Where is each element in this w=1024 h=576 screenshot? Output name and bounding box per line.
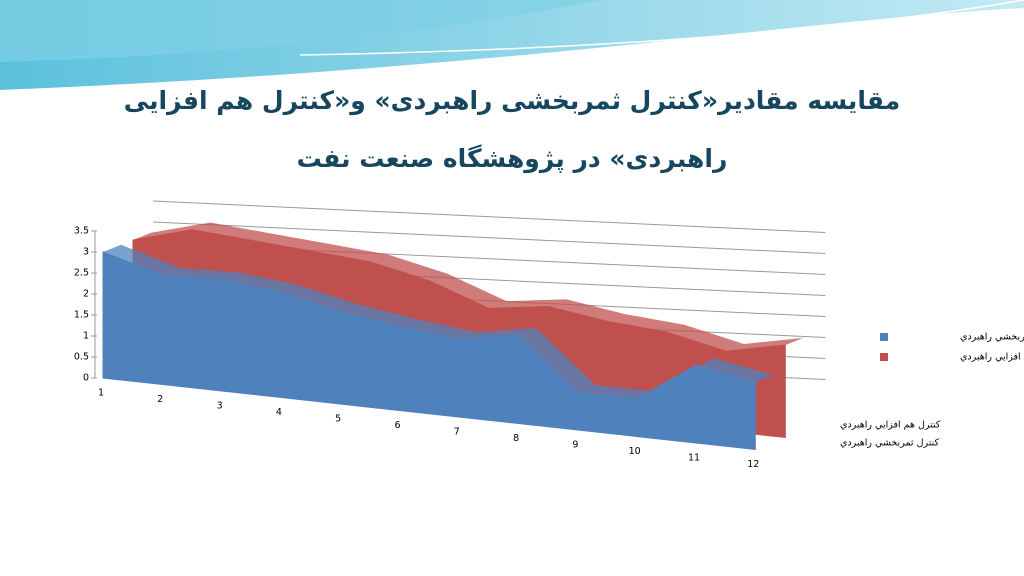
area-top: [103, 244, 774, 399]
grid-line: [152, 200, 826, 233]
legend-label: کنترل ثمربخشي راهبردي: [960, 332, 1024, 343]
x-tick-label: 4: [276, 407, 282, 418]
legend-label: کنترل هم افزايي راهبردي: [960, 352, 1024, 363]
x-tick-label: 7: [454, 427, 460, 438]
y-tick-label: 3.5: [74, 226, 89, 237]
y-tick-label: 2: [83, 289, 89, 300]
x-tick-label: 6: [394, 420, 400, 431]
y-tick-label: 0: [83, 373, 89, 384]
depth-label: کنترل هم افزايي راهبردي: [840, 420, 941, 431]
x-tick-label: 2: [157, 394, 163, 405]
x-tick-label: 11: [688, 453, 700, 464]
x-tick-label: 1: [98, 388, 104, 399]
slide-title: مقایسه مقادیر«کنترل ثمربخشی راهبردی» و«ک…: [123, 86, 901, 173]
header-line: [299, 0, 1024, 56]
y-tick-label: 1.5: [74, 310, 89, 321]
x-tick-label: 12: [747, 459, 759, 470]
x-tick-label: 9: [572, 440, 578, 451]
legend-swatch: [880, 333, 888, 341]
area: [102, 251, 756, 451]
y-tick-label: 0.5: [74, 352, 89, 363]
y-tick-label: 2.5: [74, 268, 89, 279]
header-wave: [0, 0, 600, 62]
y-tick-label: 1: [83, 331, 89, 342]
legend-swatch: [880, 353, 888, 361]
y-tick-label: 3: [83, 247, 89, 258]
x-tick-label: 5: [335, 414, 341, 425]
area-top: [133, 222, 804, 352]
grid-line: [152, 221, 826, 254]
x-tick-label: 10: [629, 446, 641, 457]
x-tick-label: 3: [217, 401, 223, 412]
x-tick-label: 8: [513, 433, 519, 444]
depth-label: کنترل ثمربخشي راهبردي: [840, 438, 939, 449]
